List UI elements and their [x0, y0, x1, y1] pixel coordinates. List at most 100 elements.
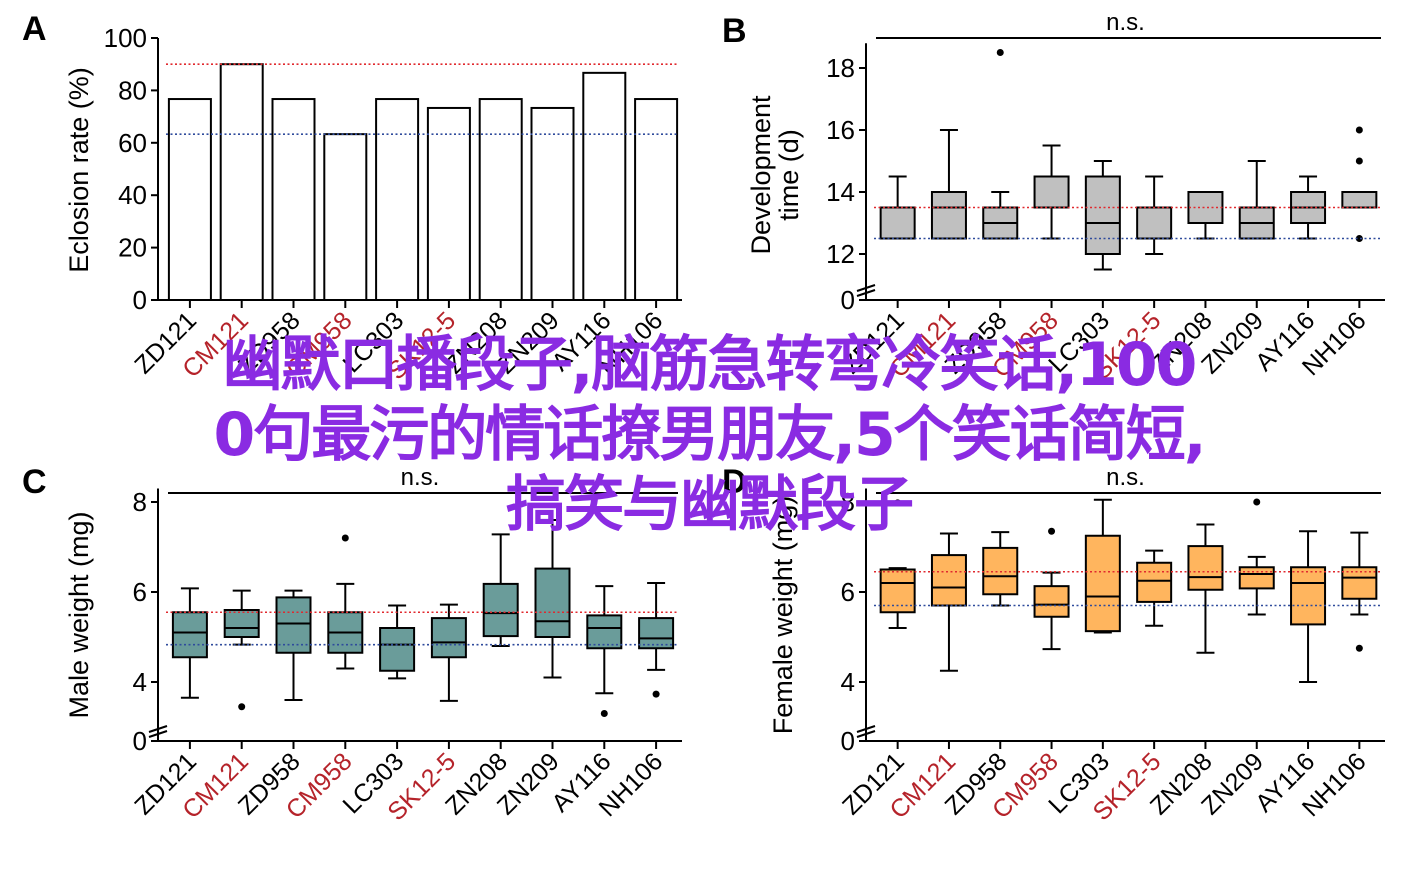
y-tick-label: 0: [841, 285, 855, 315]
axis-break-mark: [148, 725, 168, 733]
box: [534, 567, 571, 638]
box: [275, 596, 312, 654]
box-plot: [930, 532, 967, 672]
box-plot: [879, 499, 916, 629]
box: [430, 617, 467, 659]
box-plot: [982, 531, 1019, 607]
box: [171, 611, 208, 659]
box-plot: [1187, 523, 1224, 654]
box: [1290, 566, 1327, 626]
box-plot: [1290, 530, 1327, 683]
y-axis-title: Female weight (mg): [768, 496, 798, 735]
outlier-point: [600, 710, 608, 717]
box: [1341, 191, 1378, 209]
box-plot: [1341, 531, 1378, 652]
box: [223, 609, 260, 638]
box-plot: [534, 519, 571, 679]
box-plot: [327, 534, 364, 670]
panel-letter: D: [722, 463, 747, 501]
outlier-point: [652, 690, 660, 698]
box-plot: [379, 604, 416, 680]
y-axis-title: time (d): [774, 129, 804, 221]
bar: [323, 133, 368, 301]
bar: [167, 98, 212, 301]
panel-letter: C: [22, 463, 47, 501]
box-plot: [586, 585, 623, 717]
y-tick-label: 0: [133, 726, 147, 756]
axis-break-mark: [856, 289, 876, 297]
box-plot: [1033, 527, 1070, 651]
y-tick-label: 20: [118, 233, 147, 263]
axis-break-mark: [856, 730, 876, 738]
box: [930, 191, 967, 240]
box: [879, 206, 916, 240]
y-axis-title: Development: [746, 95, 776, 255]
box-plot: [1033, 144, 1070, 240]
y-tick-label: 0: [133, 285, 147, 315]
outlier-point: [996, 49, 1004, 56]
box: [638, 617, 675, 650]
axis-break-mark: [856, 725, 876, 733]
y-tick-label: 8: [841, 487, 855, 517]
axis-break-mark: [856, 284, 876, 292]
outlier-point: [1355, 126, 1363, 134]
box-plot: [638, 582, 675, 698]
box: [1084, 175, 1121, 255]
y-tick-label: 40: [118, 180, 147, 210]
box-plot: [1084, 160, 1121, 271]
y-tick-label: 4: [841, 667, 855, 697]
box: [879, 568, 916, 614]
bar: [530, 106, 575, 302]
bar: [271, 98, 316, 301]
box-plot: [1136, 175, 1173, 255]
box-plot: [171, 587, 208, 699]
significance-label: n.s.: [1106, 9, 1145, 36]
box-plot: [1084, 498, 1121, 634]
box: [482, 582, 519, 638]
box: [1033, 585, 1070, 618]
bar: [219, 63, 264, 301]
y-tick-label: 6: [841, 577, 855, 607]
panel-letter: B: [722, 12, 747, 50]
y-tick-label: 12: [826, 239, 855, 269]
y-axis-title: Male weight (mg): [64, 511, 94, 718]
outlier-point: [1355, 157, 1363, 165]
box-plot: [1136, 549, 1173, 627]
outlier-point: [1048, 527, 1056, 535]
box-plot: [430, 603, 467, 702]
box-plot: [1238, 498, 1275, 616]
axis-break-mark: [148, 730, 168, 738]
outlier-point: [238, 703, 246, 711]
box: [1136, 561, 1173, 603]
bar: [478, 98, 523, 301]
box: [379, 627, 416, 672]
box: [930, 554, 967, 607]
box: [1187, 545, 1224, 591]
bar: [426, 106, 471, 302]
significance-label: n.s.: [1106, 464, 1145, 491]
y-tick-label: 60: [118, 128, 147, 158]
outlier-point: [1253, 498, 1261, 506]
y-tick-label: 80: [118, 75, 147, 105]
outlier-point: [894, 499, 902, 507]
box-plot: [1341, 126, 1378, 242]
y-tick-label: 4: [133, 667, 147, 697]
box-plot: [879, 175, 916, 240]
box-plot: [982, 49, 1019, 240]
box: [1136, 206, 1173, 240]
panel-letter: A: [22, 10, 47, 48]
y-tick-label: 18: [826, 53, 855, 83]
y-tick-label: 8: [133, 487, 147, 517]
box-plot: [1187, 191, 1224, 240]
bar: [634, 98, 679, 301]
y-tick-label: 6: [133, 577, 147, 607]
box: [586, 614, 623, 650]
y-tick-label: 14: [826, 177, 855, 207]
bar: [375, 98, 420, 301]
outlier-point: [1355, 644, 1363, 652]
box-plot: [275, 589, 312, 701]
